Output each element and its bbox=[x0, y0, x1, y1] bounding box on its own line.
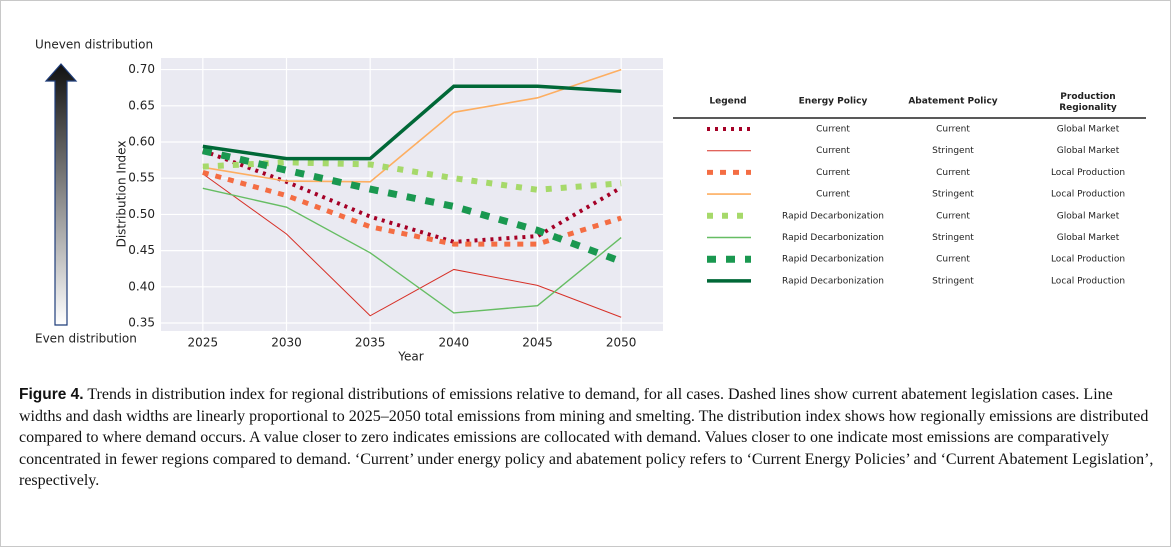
y-tick-label: 0.40 bbox=[128, 279, 155, 293]
legend-energy-policy: Current bbox=[816, 146, 850, 156]
direction-arrow bbox=[44, 63, 78, 326]
legend-energy-policy: Rapid Decarbonization bbox=[782, 255, 884, 265]
legend-abatement-policy: Current bbox=[936, 255, 970, 265]
x-tick-label: 2050 bbox=[606, 336, 637, 350]
series-line bbox=[202, 159, 622, 193]
x-tick-label: 2025 bbox=[188, 336, 219, 350]
legend-abatement-policy: Stringent bbox=[932, 276, 974, 286]
legend-regionality: Global Market bbox=[1057, 146, 1120, 156]
legend-abatement-policy: Current bbox=[936, 125, 970, 135]
y-tick-label: 0.60 bbox=[128, 135, 155, 149]
y-tick-label: 0.35 bbox=[128, 316, 155, 330]
series-line bbox=[202, 68, 622, 183]
legend-energy-policy: Rapid Decarbonization bbox=[782, 233, 884, 243]
legend-abatement-policy: Current bbox=[936, 168, 970, 178]
series-line bbox=[202, 187, 622, 314]
legend-regionality: Local Production bbox=[1051, 255, 1125, 265]
legend-header: Abatement Policy bbox=[908, 97, 997, 107]
series-line bbox=[202, 84, 622, 161]
y-axis-label: Distribution Index bbox=[115, 141, 129, 248]
legend-regionality: Global Market bbox=[1057, 233, 1120, 243]
chart: Uneven distribution Even distribution Ye… bbox=[35, 38, 1146, 364]
legend-regionality: Local Production bbox=[1051, 168, 1125, 178]
y-tick-label: 0.50 bbox=[128, 207, 155, 221]
legend-energy-policy: Current bbox=[816, 190, 850, 200]
legend-abatement-policy: Stringent bbox=[932, 233, 974, 243]
y-tick-label: 0.55 bbox=[128, 171, 155, 185]
legend-abatement-policy: Stringent bbox=[932, 190, 974, 200]
caption: Figure 4. Trends in distribution index f… bbox=[19, 384, 1154, 492]
annotation-bottom: Even distribution bbox=[35, 332, 137, 346]
legend-energy-policy: Current bbox=[816, 168, 850, 178]
x-tick-label: 2030 bbox=[271, 336, 302, 350]
x-tick-label: 2035 bbox=[355, 336, 386, 350]
legend-abatement-policy: Stringent bbox=[932, 146, 974, 156]
legend-regionality: Global Market bbox=[1057, 125, 1120, 135]
caption-label: Figure 4. bbox=[19, 386, 84, 403]
series-line bbox=[202, 147, 623, 265]
legend-abatement-policy: Current bbox=[936, 211, 970, 221]
legend-energy-policy: Rapid Decarbonization bbox=[782, 276, 884, 286]
y-tick-label: 0.45 bbox=[128, 243, 155, 257]
series-line bbox=[202, 173, 622, 318]
x-tick-label: 2045 bbox=[522, 336, 553, 350]
legend-regionality: Global Market bbox=[1057, 211, 1120, 221]
legend-regionality: Local Production bbox=[1051, 190, 1125, 200]
y-tick-label: 0.65 bbox=[128, 98, 155, 112]
legend-energy-policy: Current bbox=[816, 125, 850, 135]
legend-header: Energy Policy bbox=[799, 97, 868, 107]
legend-header: Production Regionality bbox=[1059, 92, 1117, 113]
x-tick-label: 2040 bbox=[439, 336, 470, 350]
y-tick-label: 0.70 bbox=[128, 62, 155, 76]
series-line bbox=[202, 148, 623, 244]
x-axis-label: Year bbox=[397, 350, 423, 364]
caption-text: Trends in distribution index for regiona… bbox=[19, 386, 1154, 489]
legend-header: Legend bbox=[709, 97, 746, 107]
legend-energy-policy: Rapid Decarbonization bbox=[782, 211, 884, 221]
legend-regionality: Local Production bbox=[1051, 276, 1125, 286]
annotation-top: Uneven distribution bbox=[35, 38, 153, 52]
